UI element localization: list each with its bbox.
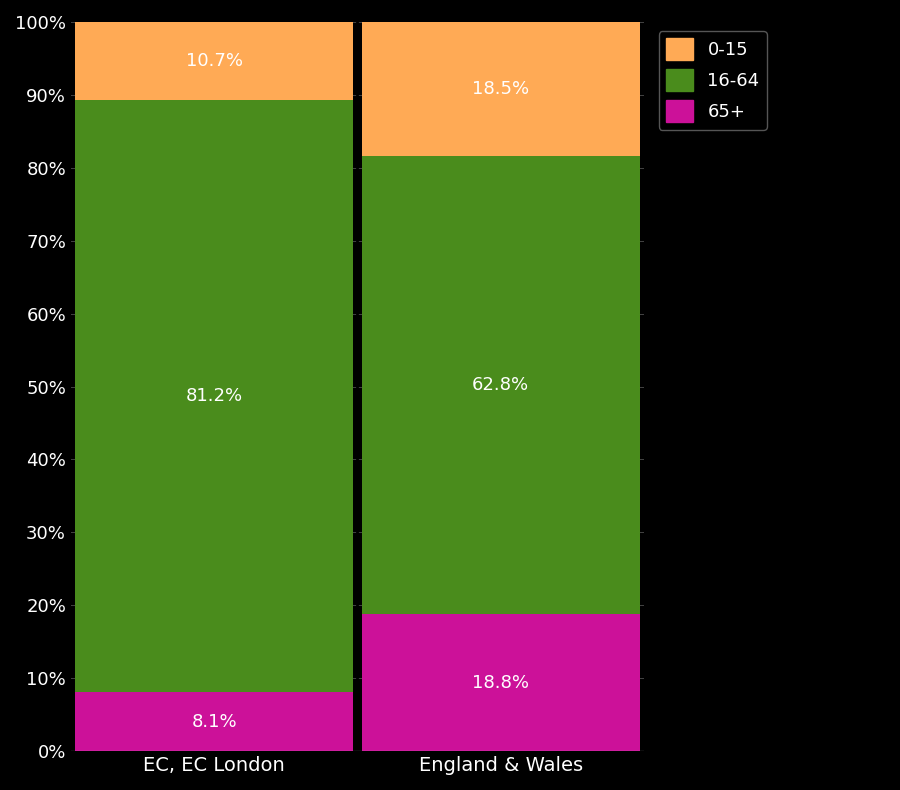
- Text: 62.8%: 62.8%: [472, 376, 529, 394]
- Bar: [76, 100, 353, 692]
- Text: 18.5%: 18.5%: [472, 80, 529, 98]
- Legend: 0-15, 16-64, 65+: 0-15, 16-64, 65+: [659, 31, 767, 130]
- Bar: [76, 692, 353, 751]
- Text: 18.8%: 18.8%: [472, 674, 529, 691]
- Text: 81.2%: 81.2%: [185, 387, 243, 405]
- Bar: [76, 22, 353, 100]
- Text: 8.1%: 8.1%: [192, 713, 237, 731]
- Text: 10.7%: 10.7%: [185, 52, 243, 70]
- Bar: [362, 156, 640, 614]
- Bar: [362, 614, 640, 751]
- Bar: [362, 21, 640, 156]
